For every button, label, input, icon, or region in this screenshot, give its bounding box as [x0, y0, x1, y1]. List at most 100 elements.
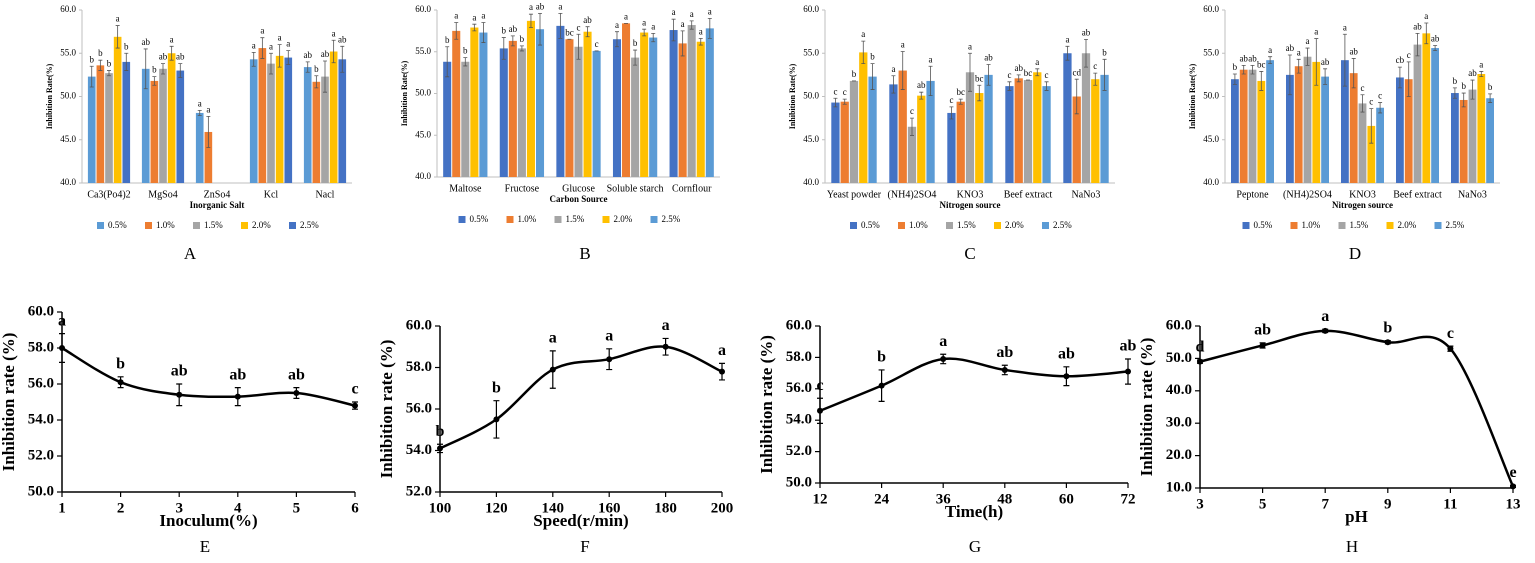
x-tick-label: NaNo3 — [1458, 189, 1487, 200]
y-tick-label: 45.0 — [60, 134, 76, 144]
error-bar — [558, 12, 563, 39]
legend-swatch — [946, 222, 953, 229]
y-tick-label: 55.0 — [415, 46, 431, 56]
error-bar — [698, 37, 703, 46]
bar — [1312, 61, 1321, 183]
y-axis-label: Inhibition Rate(%) — [400, 60, 409, 126]
significance-letter: b — [445, 35, 450, 45]
significance-letter: a — [269, 41, 273, 51]
error-bar — [1007, 81, 1012, 91]
legend-swatch — [506, 216, 514, 223]
bar — [1239, 69, 1248, 183]
significance-letter: a — [558, 1, 562, 11]
error-bar — [910, 117, 914, 136]
legend-label: 1.5% — [957, 220, 976, 230]
bar — [96, 65, 105, 183]
y-tick-label: 50.0 — [1203, 91, 1219, 101]
error-bar — [1102, 58, 1107, 91]
x-tick-label: 13 — [1506, 496, 1521, 512]
error-bar — [161, 63, 165, 75]
bar — [1376, 107, 1384, 183]
significance-letter: a — [58, 312, 66, 329]
line — [1199, 329, 1515, 487]
y-axis-label: Inhibition Rate(%) — [788, 63, 797, 129]
significance-letter: a — [901, 40, 905, 50]
significance-letter: ab — [1248, 53, 1257, 63]
bar — [631, 57, 640, 177]
y-tick-label: 58.0 — [786, 349, 812, 365]
error-bar — [1305, 47, 1310, 66]
significance-letter: ab — [1321, 57, 1330, 67]
bar — [267, 63, 275, 183]
x-tick-label: 140 — [542, 500, 565, 516]
significance-letter: ab — [288, 366, 305, 383]
significance-letter: a — [968, 41, 972, 51]
error-bar — [1035, 68, 1040, 77]
significance-letter: a — [332, 28, 336, 38]
x-tick-label: 200 — [711, 500, 734, 516]
x-tick-label: 11 — [1443, 496, 1457, 512]
bar — [284, 57, 293, 184]
significance-letter: b — [436, 423, 445, 440]
error-bar — [1369, 108, 1374, 144]
significance-letter: a — [651, 21, 655, 31]
bar — [1091, 79, 1100, 183]
x-tick-label: 48 — [997, 491, 1012, 507]
y-tick-label: 40.0 — [803, 177, 819, 187]
error-bar — [206, 115, 211, 148]
significance-letter: a — [472, 12, 476, 22]
point — [549, 366, 556, 373]
bar — [461, 61, 470, 177]
y-tick-label: 40.0 — [1166, 382, 1192, 398]
legend-label: 0.5% — [470, 214, 489, 224]
significance-letter: a — [891, 64, 895, 74]
y-axis-label: Inhibition rate (%) — [377, 340, 396, 479]
bar — [984, 74, 993, 183]
point — [293, 390, 300, 396]
error-bar — [949, 106, 954, 120]
y-tick-label: 10.0 — [1166, 479, 1192, 495]
error-bar — [305, 61, 310, 73]
bar — [669, 30, 678, 178]
bar — [840, 101, 849, 183]
point — [1197, 358, 1203, 365]
significance-letter: ab — [338, 34, 347, 44]
error-bar — [481, 22, 486, 43]
x-tick-label: MgSo4 — [148, 189, 177, 200]
legend-label: 2.0% — [252, 220, 271, 230]
bar — [1100, 74, 1109, 183]
x-tick-label: Peptone — [1236, 189, 1269, 200]
significance-letter: ab — [303, 50, 312, 60]
significance-letter: b — [877, 349, 886, 366]
significance-letter: ab — [321, 49, 330, 59]
x-tick-label: Cornflour — [672, 183, 712, 194]
error-bar — [501, 37, 506, 60]
bar — [1367, 125, 1376, 183]
error-bar — [891, 75, 896, 94]
significance-letter: ab — [536, 1, 545, 11]
x-tick-label: KNO3 — [957, 189, 984, 200]
y-tick-label: 40.0 — [415, 171, 431, 181]
y-tick-label: 50.0 — [60, 91, 76, 101]
significance-letter: bc — [975, 73, 984, 83]
y-axis-label: Inhibition rate (%) — [0, 333, 18, 472]
significance-letter: b — [314, 64, 319, 74]
x-tick-label: Beef extract — [1393, 189, 1442, 200]
x-tick-label: KNO3 — [1349, 189, 1376, 200]
x-tick-label: 4 — [234, 500, 242, 516]
x-tick-label: 3 — [175, 500, 183, 516]
significance-letter: b — [1453, 76, 1458, 86]
significance-letter: c — [595, 39, 599, 49]
bar — [556, 25, 565, 177]
x-tick-label: 160 — [598, 500, 621, 516]
x-tick-label: Maltose — [449, 183, 482, 194]
significance-letter: cd — [1072, 67, 1081, 77]
bar — [1042, 86, 1051, 183]
significance-letter: ab — [1468, 68, 1477, 78]
y-tick-label: 60.0 — [415, 4, 431, 14]
legend-swatch — [145, 222, 152, 229]
error-bar — [689, 20, 694, 30]
error-bar — [152, 76, 157, 86]
error-bar — [107, 70, 111, 77]
significance-letter: b — [89, 54, 94, 64]
